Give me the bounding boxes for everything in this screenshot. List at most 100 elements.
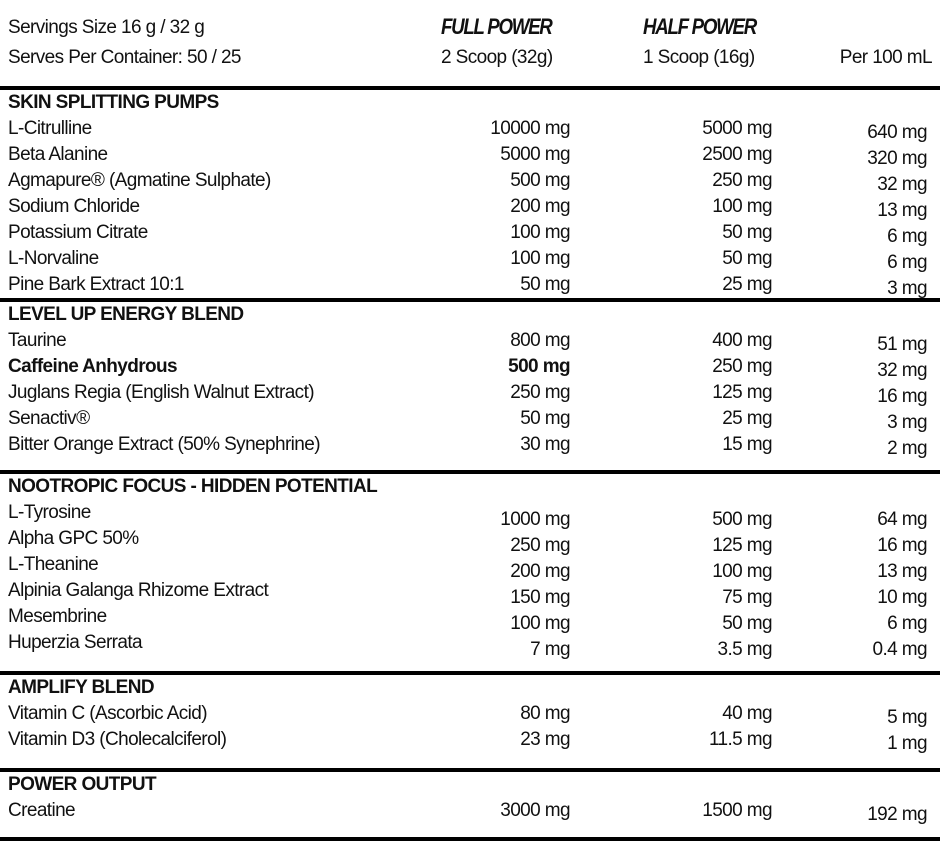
half-power-amount: 75 mg: [722, 587, 772, 608]
per-100ml-amount: 1 mg: [887, 733, 927, 754]
half-power-amount: 250 mg: [712, 170, 772, 191]
table-row: L-Theanine 200 mg 100 mg 13 mg: [0, 552, 940, 582]
half-power-amount: 50 mg: [722, 222, 772, 243]
ingredient-name: Alpha GPC 50%: [8, 528, 139, 549]
full-power-amount: 200 mg: [510, 561, 570, 582]
table-row: Pine Bark Extract 10:1 50 mg 25 mg 3 mg: [0, 272, 940, 299]
per-100ml-amount: 64 mg: [877, 509, 927, 530]
section: POWER OUTPUT Creatine 3000 mg 1500 mg 192 mg: [0, 772, 940, 837]
per-100ml-amount: 2 mg: [887, 438, 927, 459]
ingredient-name: L-Citrulline: [8, 118, 92, 139]
half-power-amount: 1500 mg: [702, 800, 772, 821]
per-100ml-amount: 320 mg: [867, 148, 927, 169]
per-100ml-amount: 640 mg: [867, 122, 927, 143]
half-power-heading: HALF POWER: [643, 14, 757, 39]
half-power-amount: 40 mg: [722, 703, 772, 724]
section-title: SKIN SPLITTING PUMPS: [8, 92, 219, 113]
ingredient-name: Creatine: [8, 800, 76, 821]
full-power-amount: 500 mg: [510, 170, 570, 191]
section-title: NOOTROPIC FOCUS - HIDDEN POTENTIAL: [8, 476, 378, 497]
divider: [0, 470, 940, 474]
table-row: Senactiv® 50 mg 25 mg 3 mg: [0, 406, 940, 433]
per-100ml-amount: 6 mg: [887, 613, 927, 634]
per-100ml-amount: 6 mg: [887, 226, 927, 247]
ingredient-name: Potassium Citrate: [8, 222, 148, 243]
per-100ml-amount: 32 mg: [877, 174, 927, 195]
ingredient-name: Huperzia Serrata: [8, 632, 143, 653]
per-100ml-amount: 32 mg: [877, 360, 927, 381]
full-power-amount: 5000 mg: [500, 144, 570, 165]
ingredient-name: L-Norvaline: [8, 248, 99, 269]
ingredient-name: Vitamin C (Ascorbic Acid): [8, 703, 208, 724]
table-row: Creatine 3000 mg 1500 mg 192 mg: [0, 798, 940, 825]
ingredient-name: Taurine: [8, 330, 67, 351]
half-power-amount: 100 mg: [712, 561, 772, 582]
section: AMPLIFY BLEND Vitamin C (Ascorbic Acid) 80…: [0, 675, 940, 768]
per-100ml-amount: 13 mg: [877, 561, 927, 582]
ingredient-name: Beta Alanine: [8, 144, 108, 165]
full-power-amount: 200 mg: [510, 196, 570, 217]
table-row: Sodium Chloride 200 mg 100 mg 13 mg: [0, 194, 940, 221]
ingredient-name: Sodium Chloride: [8, 196, 140, 217]
full-power-amount: 250 mg: [510, 535, 570, 556]
half-power-amount: 25 mg: [722, 274, 772, 295]
table-row: Vitamin D3 (Cholecalciferol) 23 mg 11.5 mg…: [0, 727, 940, 754]
per-100ml-amount: 3 mg: [887, 278, 927, 299]
per-100ml-amount: 16 mg: [877, 386, 927, 407]
table-row: Beta Alanine 5000 mg 2500 mg 320 mg: [0, 142, 940, 169]
full-power-amount: 50 mg: [520, 274, 570, 295]
table-row: Vitamin C (Ascorbic Acid) 80 mg 40 mg 5 mg: [0, 701, 940, 728]
section: LEVEL UP ENERGY BLEND Taurine 800 mg 400 mg…: [0, 302, 940, 470]
table-row: Taurine 800 mg 400 mg 51 mg: [0, 328, 940, 355]
ingredient-name: L-Tyrosine: [8, 502, 91, 523]
section: SKIN SPLITTING PUMPS L-Citrulline 10000 mg…: [0, 90, 940, 299]
section-title: AMPLIFY BLEND: [8, 677, 155, 698]
table-row: L-Tyrosine 1000 mg 500 mg 64 mg: [0, 500, 940, 530]
half-power-amount: 500 mg: [712, 509, 772, 530]
divider: [0, 671, 940, 675]
half-power-amount: 3.5 mg: [717, 639, 773, 660]
per-100ml-amount: 13 mg: [877, 200, 927, 221]
full-power-amount: 250 mg: [510, 382, 570, 403]
section: NOOTROPIC FOCUS - HIDDEN POTENTIAL L-Tyro…: [0, 474, 940, 671]
ingredient-name: Caffeine Anhydrous: [8, 356, 178, 377]
ingredient-name: Agmapure® (Agmatine Sulphate): [8, 170, 271, 191]
per-100ml-amount: 10 mg: [877, 587, 927, 608]
per-100ml-amount: 6 mg: [887, 252, 927, 273]
ingredient-sections: SKIN SPLITTING PUMPS L-Citrulline 10000 mg…: [0, 86, 940, 841]
full-power-amount: 7 mg: [530, 639, 570, 660]
ingredient-name: Mesembrine: [8, 606, 107, 627]
full-power-heading: FULL POWER: [441, 14, 553, 39]
ingredient-name: Bitter Orange Extract (50% Synephrine): [8, 434, 321, 455]
serves-per-container: Serves Per Container: 50 / 25: [8, 47, 242, 68]
full-power-amount: 100 mg: [510, 248, 570, 269]
half-power-amount: 15 mg: [722, 434, 772, 455]
full-power-amount: 100 mg: [510, 222, 570, 243]
full-power-amount: 150 mg: [510, 587, 570, 608]
table-row: Mesembrine 100 mg 50 mg 6 mg: [0, 604, 940, 634]
section-title: LEVEL UP ENERGY BLEND: [8, 304, 244, 325]
full-power-amount: 23 mg: [520, 729, 570, 750]
full-power-amount: 30 mg: [520, 434, 570, 455]
half-power-amount: 125 mg: [712, 382, 772, 403]
half-power-amount: 2500 mg: [702, 144, 772, 165]
per-100ml-amount: 16 mg: [877, 535, 927, 556]
full-power-amount: 1000 mg: [500, 509, 570, 530]
per-100ml-amount: 51 mg: [877, 334, 927, 355]
table-row: Juglans Regia (English Walnut Extract) 25…: [0, 380, 940, 407]
ingredient-name: Vitamin D3 (Cholecalciferol): [8, 729, 227, 750]
full-power-serving: 2 Scoop (32g): [441, 47, 553, 68]
table-row: Alpinia Galanga Rhizome Extract 150 mg 75 …: [0, 578, 940, 608]
full-power-amount: 800 mg: [510, 330, 570, 351]
half-power-amount: 5000 mg: [702, 118, 772, 139]
ingredient-name: Alpinia Galanga Rhizome Extract: [8, 580, 269, 601]
per-100ml-amount: 5 mg: [887, 707, 927, 728]
table-row: Bitter Orange Extract (50% Synephrine) 30…: [0, 432, 940, 459]
full-power-amount: 10000 mg: [490, 118, 570, 139]
table-row: Huperzia Serrata 7 mg 3.5 mg 0.4 mg: [0, 630, 940, 660]
serving-size: Servings Size 16 g / 32 g: [8, 17, 205, 38]
half-power-amount: 50 mg: [722, 248, 772, 269]
table-row: Alpha GPC 50% 250 mg 125 mg 16 mg: [0, 526, 940, 556]
half-power-amount: 100 mg: [712, 196, 772, 217]
section-title: POWER OUTPUT: [8, 774, 157, 795]
